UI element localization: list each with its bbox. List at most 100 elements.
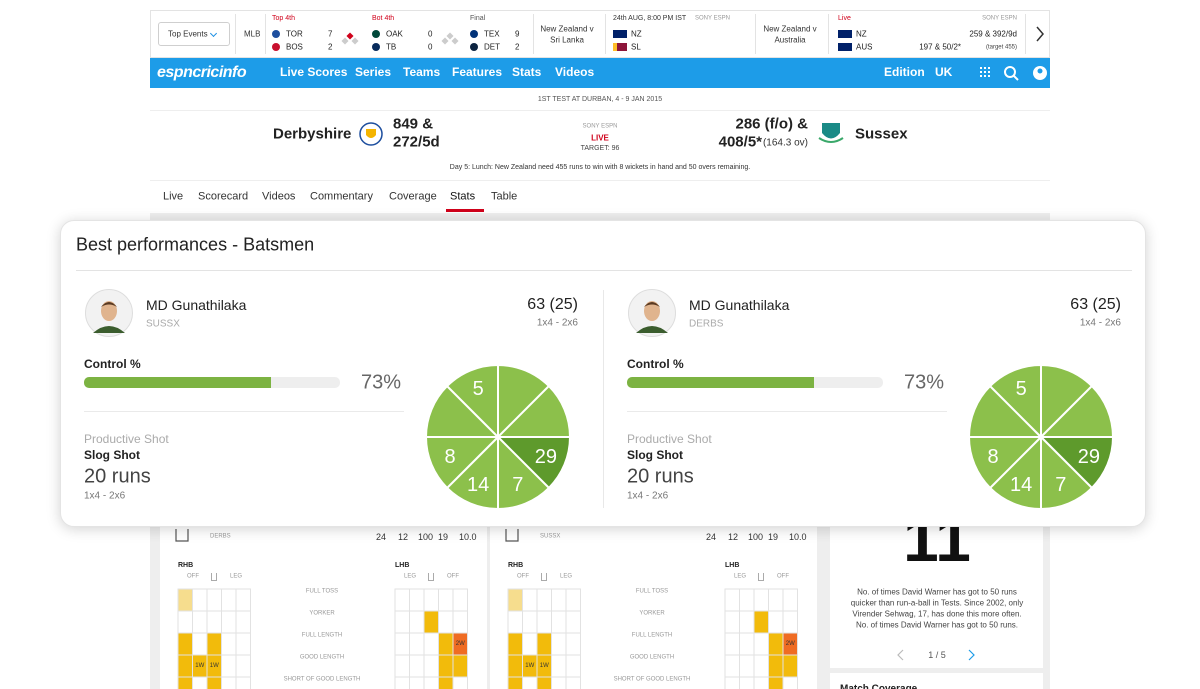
nav-link[interactable]: Features [452, 65, 503, 80]
nav-link[interactable]: Live Scores [280, 65, 348, 80]
bases-icon [341, 32, 359, 45]
team-name[interactable]: Derbyshire [273, 125, 352, 143]
length-label: SHORT OF GOOD LENGTH [613, 676, 691, 683]
player-name[interactable]: MD Gunathilaka [689, 296, 790, 313]
pitch-cell [192, 676, 208, 689]
fact-text: No. of times David Warner has got to 50 … [856, 620, 1018, 630]
pitch-cell [522, 676, 538, 689]
team-name[interactable]: Sussex [855, 125, 908, 143]
pitch-cell [768, 632, 784, 656]
pitch-cell [394, 676, 410, 689]
base [451, 37, 459, 45]
base [351, 37, 359, 45]
panel-stat: 12 [398, 531, 409, 542]
player-team: DERBS [689, 318, 724, 330]
pitch-cell [739, 588, 755, 612]
tab[interactable]: Commentary [310, 190, 373, 203]
shot-name: Slog Shot [84, 448, 140, 463]
grid-icon-dot [984, 67, 986, 69]
pitch-cell [753, 654, 769, 678]
pitch-cell [768, 654, 784, 678]
card-rule [84, 411, 404, 412]
tab[interactable]: Live [163, 190, 184, 203]
pitch-cell [507, 676, 523, 689]
fixture-title: New Zealand v [540, 24, 594, 34]
pitch-cell [438, 588, 454, 612]
shot-name: Slog Shot [627, 448, 683, 463]
tab[interactable]: Stats [450, 190, 476, 203]
flag [613, 30, 627, 38]
pitch-cell [206, 610, 222, 634]
pitch-cell [753, 610, 769, 634]
pitch-cell [235, 632, 251, 656]
dropdown[interactable] [158, 22, 230, 46]
league: MLB [244, 29, 261, 39]
pitch-cell [507, 610, 523, 634]
pitch-cell [753, 632, 769, 656]
next-arrow [1036, 26, 1044, 42]
pitch-cell [782, 610, 798, 634]
panel-stat: 24 [706, 531, 717, 542]
pitch-cell [423, 676, 439, 689]
pitch-cell [782, 588, 798, 612]
pitch-cell [409, 588, 425, 612]
pitch-cell [753, 588, 769, 612]
edition[interactable]: Edition [884, 65, 925, 80]
search-icon [1004, 66, 1016, 78]
rule [150, 110, 1050, 111]
pitch-cell [782, 654, 798, 678]
stump-icon [428, 573, 434, 581]
flag [838, 43, 852, 51]
pitch-cell [536, 588, 552, 612]
team-score: 7 [328, 29, 333, 39]
match-status: Day 5: Lunch: New Zealand need 455 runs … [449, 163, 751, 171]
pitch-cell [753, 676, 769, 689]
pitch-cell [565, 676, 581, 689]
team-score: 849 & [393, 115, 434, 133]
pitch-cell [177, 676, 193, 689]
pitch-cell [409, 610, 425, 634]
pitch-cell [565, 588, 581, 612]
pitch-cell [235, 654, 251, 678]
pitch-cell [221, 632, 237, 656]
pitch-cell [565, 654, 581, 678]
nav-link[interactable]: Teams [403, 65, 441, 80]
player-name[interactable]: MD Gunathilaka [146, 296, 247, 313]
divider [265, 14, 266, 54]
avatar-hair [101, 302, 117, 307]
shot-detail: 1x4 - 2x6 [627, 490, 669, 502]
team-score: 272/5d [393, 133, 440, 151]
pitch-cell [724, 654, 740, 678]
tab[interactable]: Table [491, 190, 518, 203]
pitch-cell [565, 610, 581, 634]
team-overs: (164.3 ov) [762, 137, 808, 149]
nav-link[interactable]: Series [355, 65, 392, 80]
nav-link[interactable]: Stats [512, 65, 542, 80]
tab[interactable]: Scorecard [198, 190, 249, 203]
pitch-cell [192, 610, 208, 634]
pitch-cell [739, 676, 755, 689]
search-handle [1013, 75, 1019, 81]
pitch-cell [438, 654, 454, 678]
panel-team: DERBS [210, 533, 231, 540]
edition-value[interactable]: UK [935, 65, 953, 80]
nav-link[interactable]: Videos [555, 65, 595, 80]
next-arrow [968, 649, 975, 661]
sidebar-panel [830, 673, 1043, 689]
player-score: 63 (25) [1070, 295, 1121, 313]
side-label: LEG [403, 573, 417, 580]
pitch-cell [235, 588, 251, 612]
team-score: 2 [328, 42, 333, 52]
section-title: Match Coverage [840, 683, 918, 689]
tab-underline [446, 209, 484, 212]
tab[interactable]: Coverage [389, 190, 437, 203]
tab[interactable]: Videos [262, 190, 296, 203]
pitch-cell [739, 610, 755, 634]
fixture-title: New Zealand v [763, 24, 817, 34]
pitch-cell [551, 588, 567, 612]
panel-stat: 10.0 [789, 531, 807, 542]
base [346, 32, 354, 40]
scorebar [150, 10, 1050, 58]
grid-icon-dot [988, 75, 990, 77]
nav-icons [980, 66, 1047, 81]
